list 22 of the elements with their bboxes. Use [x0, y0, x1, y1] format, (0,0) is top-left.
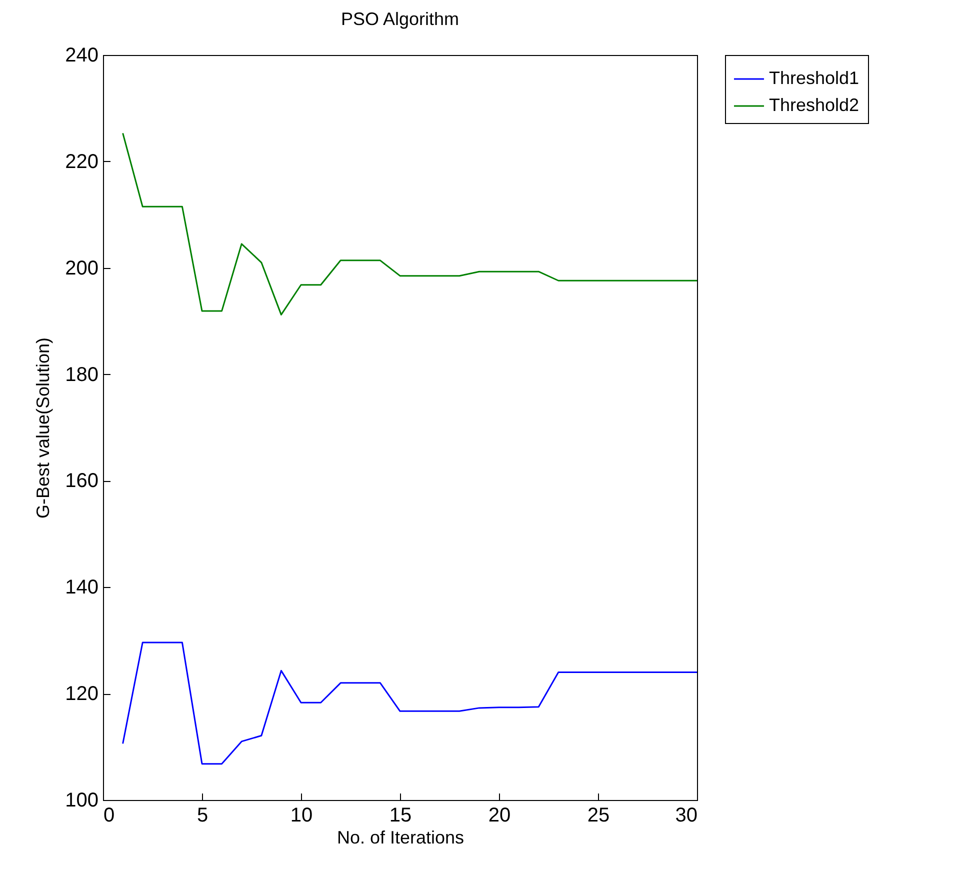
y-tick-label: 200	[65, 257, 98, 280]
x-tick-label: 25	[587, 804, 610, 826]
y-tick-label: 180	[65, 364, 98, 386]
y-axis-title: G-Best value(Solution)	[33, 337, 54, 519]
legend-label: Threshold1	[769, 68, 860, 88]
x-tick-label: 10	[290, 804, 313, 826]
x-tick-label: 20	[488, 804, 511, 826]
chart-title: PSO Algorithm	[340, 9, 460, 29]
x-axis-title: No. of Iterations	[336, 828, 464, 848]
y-tick-label: 220	[65, 150, 98, 173]
x-tick-label: 15	[389, 804, 412, 826]
line-series	[122, 132, 697, 316]
y-tick-label: 140	[65, 576, 98, 599]
x-tick-label: 5	[196, 804, 208, 826]
y-tick-label: 120	[65, 683, 98, 706]
y-tick-label: 240	[65, 44, 98, 66]
y-tick-label: 100	[65, 790, 98, 812]
x-tick-label: 30	[675, 804, 698, 826]
x-tick-label: 0	[104, 804, 115, 826]
legend-label: Threshold2	[769, 95, 860, 115]
y-tick-label: 160	[65, 470, 98, 492]
line-series	[122, 642, 697, 765]
